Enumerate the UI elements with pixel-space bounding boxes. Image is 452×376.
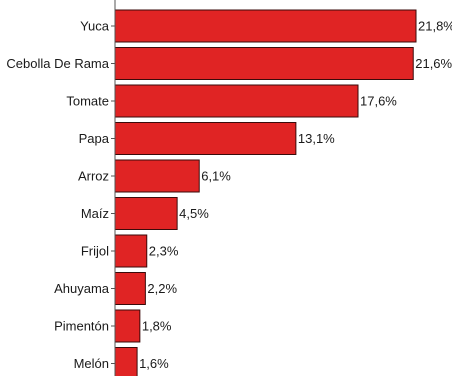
value-label: 1,6% bbox=[139, 356, 169, 371]
bar bbox=[114, 47, 414, 80]
value-label: 13,1% bbox=[298, 131, 335, 146]
category-label: Yuca bbox=[80, 19, 110, 34]
value-label: 4,5% bbox=[179, 206, 209, 221]
category-label: Frijol bbox=[81, 244, 109, 259]
value-label: 17,6% bbox=[360, 94, 397, 109]
category-label: Melón bbox=[74, 356, 109, 371]
value-label: 2,3% bbox=[149, 244, 179, 259]
category-label: Papa bbox=[79, 131, 110, 146]
value-label: 6,1% bbox=[201, 169, 231, 184]
bar bbox=[114, 84, 359, 118]
category-labels-group: Yuca Cebolla De Rama Tomate Papa Arroz Maíz Fr… bbox=[6, 19, 109, 372]
bar bbox=[114, 197, 178, 230]
category-label: Pimentón bbox=[54, 319, 109, 334]
category-label: Ahuyama bbox=[54, 281, 110, 296]
bar bbox=[114, 272, 146, 305]
category-label: Cebolla De Rama bbox=[6, 56, 109, 71]
category-label: Arroz bbox=[78, 169, 109, 184]
y-axis-group bbox=[111, 0, 116, 376]
bar bbox=[114, 234, 148, 268]
bar bbox=[114, 309, 141, 343]
value-label: 1,8% bbox=[142, 319, 172, 334]
value-label: 21,6% bbox=[415, 56, 452, 71]
category-label: Maíz bbox=[81, 206, 109, 221]
bar bbox=[114, 122, 297, 155]
bar bbox=[114, 9, 417, 43]
category-label: Tomate bbox=[66, 94, 109, 109]
bar bbox=[114, 347, 138, 376]
bar bbox=[114, 159, 200, 193]
bars-group bbox=[114, 9, 417, 376]
value-labels-group: 21,8% 21,6% 17,6% 13,1% 6,1% 4,5% 2,3% 2,2% 1,8%… bbox=[139, 19, 452, 372]
value-label: 21,8% bbox=[418, 19, 452, 34]
value-label: 2,2% bbox=[147, 281, 177, 296]
